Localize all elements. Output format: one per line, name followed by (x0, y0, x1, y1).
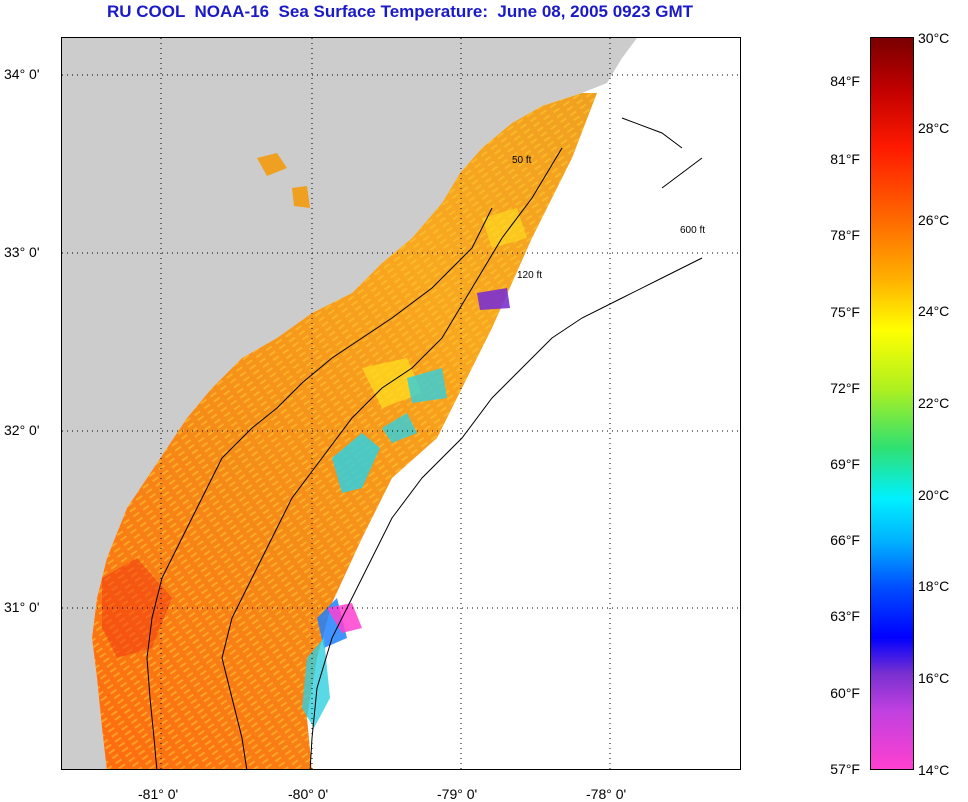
lon-label-81: -81° 0' (138, 786, 179, 802)
lat-label-34: 34° 0' (4, 66, 40, 82)
colorbar-c-30: 30°C (918, 30, 950, 46)
colorbar-f-66: 66°F (830, 532, 860, 548)
colorbar-c-26: 26°C (918, 212, 950, 228)
lat-label-31: 31° 0' (4, 599, 40, 615)
map-title: RU COOL NOAA-16 Sea Surface Temperature:… (106, 2, 694, 21)
lon-label-79: -79° 0' (437, 786, 478, 802)
colorbar-c-16: 16°C (918, 670, 950, 686)
contour-label-50ft: 50 ft (512, 155, 532, 166)
sst-map: 50 ft 120 ft 600 ft (61, 37, 741, 770)
colorbar-c-20: 20°C (918, 487, 950, 503)
colorbar-f-78: 78°F (830, 227, 860, 243)
colorbar-c-28: 28°C (918, 120, 950, 136)
colorbar-f-81: 81°F (830, 151, 860, 167)
colorbar-f-57: 57°F (830, 761, 860, 777)
colorbar-c-14: 14°C (918, 762, 950, 778)
lon-label-80: -80° 0' (288, 786, 329, 802)
colorbar-c-22: 22°C (918, 395, 950, 411)
lat-lon-grid (62, 38, 740, 769)
land-area (62, 38, 637, 769)
temperature-colorbar (870, 37, 914, 770)
lat-label-33: 33° 0' (4, 244, 40, 260)
colorbar-f-72: 72°F (830, 380, 860, 396)
colorbar-f-75: 75°F (830, 304, 860, 320)
colorbar-c-18: 18°C (918, 578, 950, 594)
contour-label-120ft: 120 ft (517, 270, 542, 281)
colorbar-f-84: 84°F (830, 73, 860, 89)
lon-label-78: -78° 0' (586, 786, 627, 802)
sst-map-canvas: 50 ft 120 ft 600 ft (62, 38, 740, 769)
contour-label-600ft: 600 ft (680, 225, 705, 236)
lat-label-32: 32° 0' (4, 422, 40, 438)
colorbar-c-24: 24°C (918, 303, 950, 319)
colorbar-f-60: 60°F (830, 685, 860, 701)
colorbar-f-63: 63°F (830, 608, 860, 624)
colorbar-f-69: 69°F (830, 456, 860, 472)
depth-contours (146, 117, 703, 769)
